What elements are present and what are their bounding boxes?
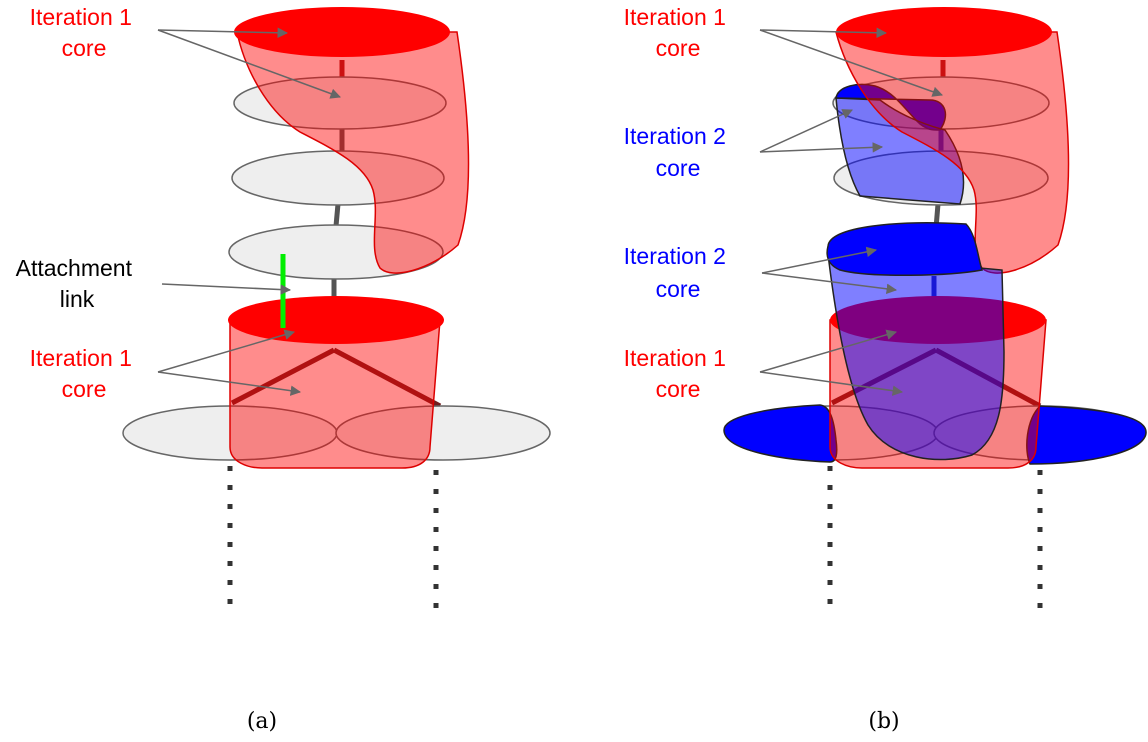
arrow	[759, 329, 898, 373]
spine-link	[333, 203, 341, 227]
node-ellipse	[231, 150, 445, 206]
branch-link	[230, 347, 336, 406]
arrow	[761, 272, 898, 295]
arrow	[161, 283, 292, 295]
arrow	[157, 329, 296, 373]
label-iteration1-bottom: Iteration 1 core	[624, 345, 733, 402]
label-attachment-link: Attachment link	[16, 255, 139, 312]
panel-b: Iteration 1 core Iteration 2 core Iterat…	[624, 4, 1147, 734]
arrow	[157, 371, 302, 396]
arrow	[157, 27, 289, 39]
arrow	[759, 29, 943, 97]
node-ellipse	[335, 405, 551, 461]
iteration2-leaf-left	[723, 404, 838, 463]
arrow	[759, 27, 888, 39]
iteration2-core-lower-body	[827, 253, 1005, 461]
label-iteration1-top: Iteration 1 core	[624, 4, 733, 61]
arrow	[761, 246, 878, 274]
iteration1-core-bottom-cap	[228, 296, 444, 344]
arrow	[759, 371, 904, 396]
iteration2-core-upper-body	[835, 97, 965, 205]
iteration2-core-lower-cap	[826, 222, 983, 276]
iteration1-core-top-cap	[234, 7, 450, 57]
caption-a: (a)	[247, 709, 277, 734]
arrow	[759, 109, 853, 153]
arrow	[157, 29, 341, 99]
iteration2-leaf-right	[1026, 405, 1147, 465]
label-iteration1-bottom: Iteration 1 core	[30, 345, 139, 402]
caption-b: (b)	[868, 709, 899, 734]
label-iteration2-upper: Iteration 2 core	[624, 123, 733, 181]
arrow	[759, 142, 884, 153]
label-iteration1-top: Iteration 1 core	[30, 4, 139, 61]
node-ellipse	[233, 76, 447, 130]
panel-a: Iteration 1 core Attachment link Iterati…	[16, 4, 551, 734]
label-iteration2-lower: Iteration 2 core	[624, 243, 733, 302]
branch-link	[332, 347, 442, 409]
iteration1-core-bottom-body	[229, 319, 441, 469]
iteration1-core-top-cap	[836, 7, 1052, 57]
iteration1-core-top-body	[236, 31, 470, 274]
